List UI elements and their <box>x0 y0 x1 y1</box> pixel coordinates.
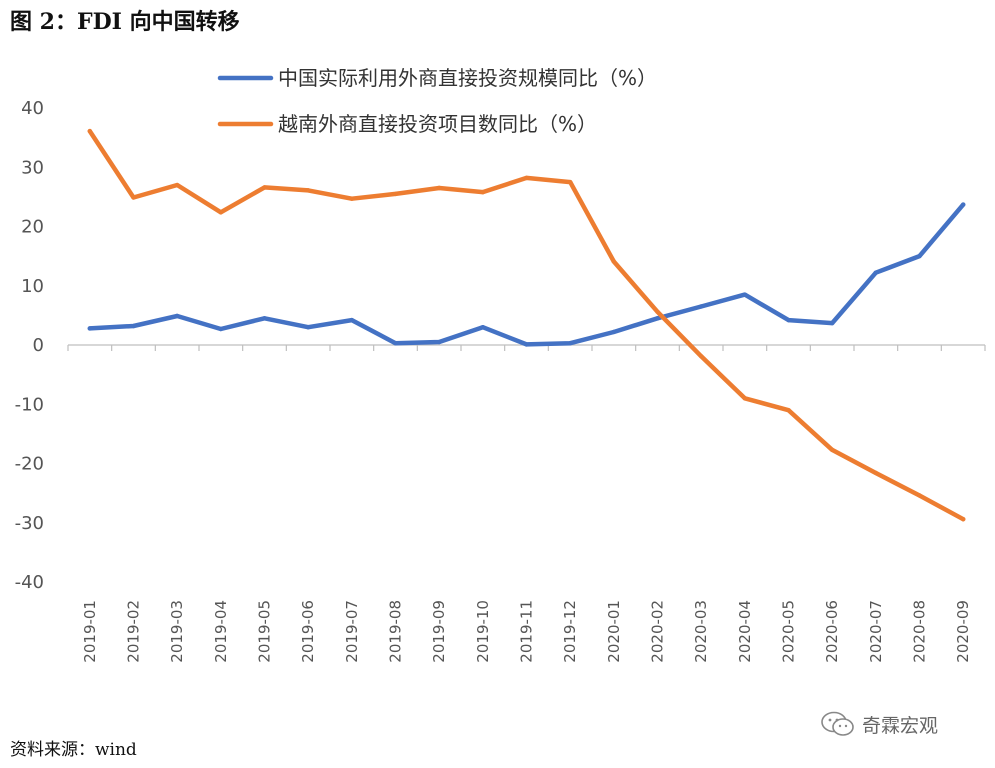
y-tick-label: 20 <box>21 217 44 238</box>
data-point <box>917 253 922 259</box>
data-point <box>131 323 136 329</box>
data-point <box>436 185 442 191</box>
data-point <box>873 270 879 275</box>
y-tick-label: 40 <box>21 98 44 119</box>
data-point <box>829 320 835 326</box>
x-tick-label: 2020-07 <box>867 600 885 663</box>
y-tick-label: 30 <box>21 157 44 178</box>
x-tick-label: 2020-03 <box>692 600 710 663</box>
x-tick-label: 2019-09 <box>430 600 448 663</box>
y-tick-label: -20 <box>15 454 44 475</box>
x-tick-label: 2020-01 <box>605 600 623 663</box>
y-tick-label: -40 <box>15 572 44 593</box>
data-point <box>611 329 617 335</box>
x-tick-label: 2019-12 <box>561 600 579 663</box>
data-point <box>742 292 748 297</box>
x-axis: 2019-01 2019-02 2019-03 2019-04 2019-05 2019-… <box>67 344 986 663</box>
x-tick-label: 2019-01 <box>81 600 99 663</box>
data-point <box>87 326 93 331</box>
data-point <box>873 470 879 476</box>
data-point <box>436 339 442 345</box>
data-point <box>349 317 355 323</box>
legend-label-2: 越南外商直接投资项目数同比（%） <box>278 112 597 136</box>
data-point <box>655 309 660 315</box>
x-tick-label: 2019-02 <box>125 600 143 663</box>
data-point <box>524 175 529 181</box>
data-point <box>480 325 486 330</box>
data-point <box>960 516 966 522</box>
data-point <box>567 341 573 346</box>
x-tick-label: 2019-08 <box>387 600 405 663</box>
data-point <box>305 188 311 193</box>
data-point <box>87 128 93 134</box>
data-point <box>262 316 267 321</box>
x-tick-label: 2019-05 <box>256 600 274 663</box>
x-tick-label: 2020-09 <box>954 600 972 663</box>
series-group <box>87 128 966 522</box>
source-note: 资料来源：wind <box>10 740 137 760</box>
x-tick-label: 2020-05 <box>780 600 798 663</box>
data-point <box>960 202 966 207</box>
data-point <box>131 195 136 200</box>
x-tick-label: 2020-02 <box>649 600 667 663</box>
wechat-icon <box>821 711 854 736</box>
figure-title: 图 2：FDI 向中国转移 <box>10 9 240 35</box>
data-point <box>567 179 573 185</box>
x-tick-label: 2019-04 <box>212 600 230 663</box>
data-point <box>218 210 224 215</box>
data-point <box>218 326 224 332</box>
x-tick-label: 2020-04 <box>736 600 754 663</box>
x-tick-label: 2019-06 <box>299 600 317 663</box>
data-point <box>480 189 486 195</box>
data-point <box>611 259 617 264</box>
data-point <box>742 396 748 401</box>
data-point <box>393 191 398 197</box>
y-tick-label: 0 <box>33 335 44 356</box>
data-point <box>349 196 355 201</box>
legend-label-1: 中国实际利用外商直接投资规模同比（%） <box>278 66 657 90</box>
data-point <box>698 304 704 309</box>
legend: 中国实际利用外商直接投资规模同比（%） 越南外商直接投资项目数同比（%） <box>217 66 657 136</box>
data-point <box>174 182 180 188</box>
watermark-text: 奇霖宏观 <box>862 714 939 737</box>
data-point <box>524 342 529 347</box>
y-tick-label: -30 <box>15 513 44 534</box>
watermark: 奇霖宏观 <box>820 710 938 738</box>
data-point <box>917 493 922 498</box>
x-tick-label: 2020-08 <box>911 600 929 663</box>
x-tick-label: 2019-07 <box>343 600 361 663</box>
data-point <box>305 325 311 330</box>
y-tick-label: -10 <box>15 394 44 415</box>
data-point <box>698 354 704 359</box>
data-point <box>262 185 267 190</box>
data-point <box>174 313 180 319</box>
data-point <box>786 407 791 413</box>
data-point <box>393 341 398 346</box>
x-tick-label: 2019-11 <box>518 600 536 663</box>
y-tick-label: 10 <box>21 276 44 297</box>
x-tick-label: 2019-03 <box>168 600 186 663</box>
data-point <box>829 447 835 453</box>
data-point <box>786 317 791 323</box>
y-axis: -40 -30 -20 -10 0 10 20 30 40 <box>15 98 44 593</box>
x-tick-label: 2020-06 <box>823 600 841 663</box>
data-point <box>655 316 660 321</box>
x-tick-label: 2019-10 <box>474 600 492 663</box>
